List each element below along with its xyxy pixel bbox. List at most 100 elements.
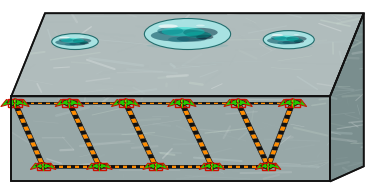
Polygon shape <box>294 99 307 107</box>
Polygon shape <box>202 150 209 155</box>
Polygon shape <box>164 165 168 168</box>
Polygon shape <box>95 165 99 168</box>
Polygon shape <box>148 163 154 169</box>
Ellipse shape <box>64 43 76 46</box>
Polygon shape <box>258 150 265 155</box>
Polygon shape <box>76 122 83 127</box>
Polygon shape <box>140 138 147 143</box>
Polygon shape <box>287 107 294 111</box>
Polygon shape <box>157 163 164 169</box>
Polygon shape <box>230 99 237 106</box>
Ellipse shape <box>14 102 16 104</box>
Polygon shape <box>216 165 220 168</box>
Polygon shape <box>43 165 47 168</box>
Polygon shape <box>130 119 138 123</box>
Ellipse shape <box>181 102 183 104</box>
Polygon shape <box>23 126 30 131</box>
Polygon shape <box>8 99 19 104</box>
Polygon shape <box>261 102 266 104</box>
Polygon shape <box>71 99 84 107</box>
Polygon shape <box>187 119 194 123</box>
Ellipse shape <box>267 37 303 44</box>
Polygon shape <box>91 154 98 159</box>
Polygon shape <box>264 165 268 168</box>
Polygon shape <box>231 99 242 104</box>
Polygon shape <box>77 102 81 104</box>
Polygon shape <box>281 102 285 104</box>
Polygon shape <box>149 162 162 170</box>
Polygon shape <box>89 150 96 155</box>
Polygon shape <box>19 102 23 104</box>
Polygon shape <box>204 154 211 159</box>
Ellipse shape <box>158 24 178 28</box>
Polygon shape <box>90 102 93 104</box>
Polygon shape <box>35 154 42 159</box>
Polygon shape <box>284 115 291 119</box>
Polygon shape <box>37 162 50 170</box>
Ellipse shape <box>277 41 290 44</box>
Polygon shape <box>206 162 216 167</box>
Polygon shape <box>160 165 164 168</box>
Polygon shape <box>330 13 364 181</box>
Polygon shape <box>55 165 59 168</box>
Polygon shape <box>70 111 78 115</box>
Polygon shape <box>118 102 122 104</box>
Polygon shape <box>51 165 55 168</box>
Polygon shape <box>204 163 211 169</box>
Polygon shape <box>25 130 32 135</box>
Polygon shape <box>59 165 63 168</box>
Polygon shape <box>260 154 267 159</box>
Polygon shape <box>272 146 278 151</box>
Polygon shape <box>175 99 186 104</box>
Polygon shape <box>149 162 159 167</box>
Polygon shape <box>240 99 252 107</box>
Ellipse shape <box>69 42 86 46</box>
Ellipse shape <box>185 32 211 38</box>
Polygon shape <box>174 102 178 104</box>
Polygon shape <box>220 165 224 168</box>
Polygon shape <box>47 165 51 168</box>
Polygon shape <box>86 142 93 147</box>
Polygon shape <box>206 102 210 104</box>
Polygon shape <box>154 102 158 104</box>
Polygon shape <box>204 165 208 168</box>
Polygon shape <box>147 154 154 159</box>
Polygon shape <box>134 126 141 131</box>
Polygon shape <box>285 102 289 104</box>
Polygon shape <box>74 102 77 104</box>
Ellipse shape <box>294 34 299 35</box>
Polygon shape <box>270 150 277 155</box>
Polygon shape <box>232 165 236 168</box>
Ellipse shape <box>273 36 299 41</box>
Polygon shape <box>276 134 283 139</box>
Polygon shape <box>1 99 13 107</box>
Polygon shape <box>267 158 274 163</box>
Polygon shape <box>81 102 86 104</box>
Polygon shape <box>240 165 244 168</box>
Ellipse shape <box>74 40 88 44</box>
Polygon shape <box>15 102 19 104</box>
Polygon shape <box>168 99 180 107</box>
Polygon shape <box>99 165 104 168</box>
Polygon shape <box>11 13 364 96</box>
Polygon shape <box>185 115 192 119</box>
Polygon shape <box>63 165 67 168</box>
Polygon shape <box>66 102 69 104</box>
Polygon shape <box>262 162 274 170</box>
Polygon shape <box>100 163 112 170</box>
Polygon shape <box>173 99 180 106</box>
Polygon shape <box>37 158 44 163</box>
Polygon shape <box>38 102 42 104</box>
Polygon shape <box>44 163 56 170</box>
Polygon shape <box>61 99 68 106</box>
Polygon shape <box>281 122 288 127</box>
Polygon shape <box>114 102 118 104</box>
Polygon shape <box>262 158 269 163</box>
Polygon shape <box>72 115 80 119</box>
Polygon shape <box>127 99 140 107</box>
Polygon shape <box>30 142 37 147</box>
Polygon shape <box>285 99 300 107</box>
Polygon shape <box>213 163 220 169</box>
Polygon shape <box>256 165 260 168</box>
Ellipse shape <box>53 46 97 49</box>
